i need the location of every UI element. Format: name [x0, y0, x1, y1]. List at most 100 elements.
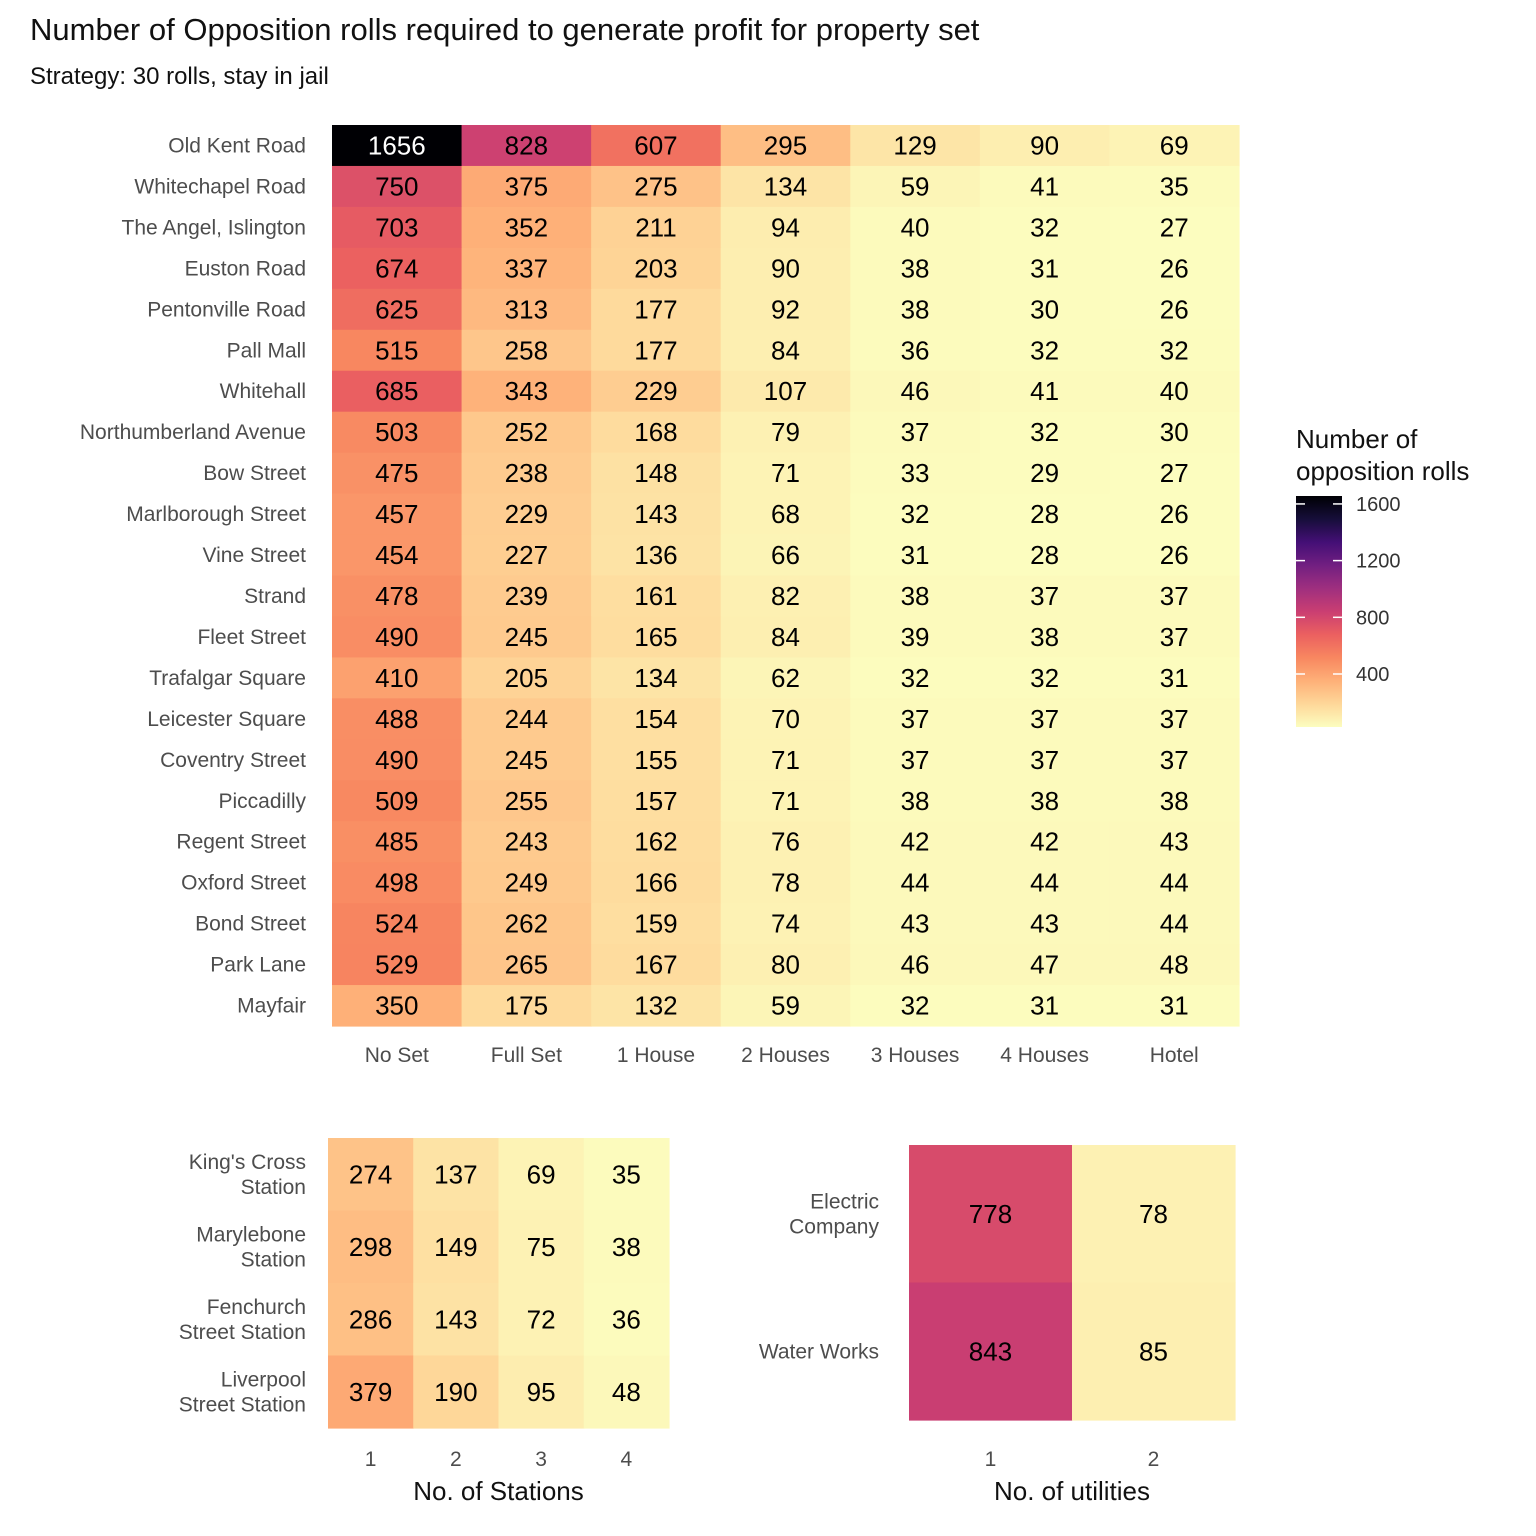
properties-cell	[850, 903, 981, 945]
properties-cell-label: 258	[505, 335, 548, 365]
properties-cell	[591, 125, 722, 167]
properties-cell-label: 26	[1160, 540, 1189, 570]
properties-cell-label: 31	[1160, 991, 1189, 1021]
properties-cell	[591, 903, 722, 945]
properties-col-label-no-set: No Set	[365, 1044, 429, 1067]
utilities-cell	[909, 1282, 1073, 1421]
properties-cell	[461, 575, 592, 618]
chart-subtitle: Strategy: 30 rolls, stay in jail	[30, 63, 329, 90]
properties-cell	[979, 903, 1111, 945]
stations-cell	[583, 1355, 670, 1429]
stations-col-label-3: 3	[535, 1448, 547, 1471]
utilities-row-label-electric-company: Company	[789, 1215, 879, 1238]
properties-cell-label: 703	[375, 212, 418, 242]
properties-cell-label: 177	[634, 335, 677, 365]
properties-cell-label: 352	[505, 212, 548, 242]
properties-cell	[591, 534, 722, 577]
properties-cell-label: 31	[1160, 663, 1189, 693]
stations-row-label-marylebone-station: Marylebone	[196, 1223, 306, 1246]
properties-cell-label: 255	[505, 786, 548, 816]
utilities-cell-label: 78	[1139, 1199, 1168, 1229]
properties-cell-label: 68	[771, 499, 800, 529]
properties-cell	[591, 739, 722, 781]
properties-cell	[461, 657, 592, 699]
stations-cell	[498, 1355, 585, 1429]
properties-cell	[979, 452, 1111, 495]
properties-cell-label: 29	[1030, 458, 1059, 488]
properties-cell	[720, 698, 851, 740]
legend-colorbar	[1296, 496, 1342, 727]
properties-cell	[461, 370, 592, 413]
properties-row-label-bow-street: Bow Street	[203, 462, 306, 485]
chart-title: Number of Opposition rolls required to g…	[30, 12, 980, 47]
properties-cell-label: 167	[634, 950, 677, 980]
properties-cell-label: 36	[901, 335, 930, 365]
properties-cell-label: 94	[771, 212, 800, 242]
stations-row-label-king-s-cross-station: Station	[241, 1176, 306, 1199]
stations-cell-label: 298	[349, 1232, 392, 1262]
properties-cell-label: 44	[901, 868, 930, 898]
properties-cell-label: 69	[1160, 130, 1189, 160]
properties-cell	[461, 411, 592, 454]
properties-cell-label: 26	[1160, 499, 1189, 529]
stations-cell	[498, 1210, 585, 1284]
properties-cell	[332, 657, 463, 699]
properties-cell	[332, 616, 463, 658]
properties-cell	[461, 698, 592, 740]
properties-cell-label: 28	[1030, 540, 1059, 570]
properties-cell	[850, 739, 981, 781]
properties-cell	[850, 329, 981, 372]
properties-row-label-mayfair: Mayfair	[237, 995, 306, 1018]
properties-cell-label: 454	[375, 540, 418, 570]
properties-cell	[720, 616, 851, 658]
properties-cell	[720, 821, 851, 863]
properties-cell	[850, 206, 981, 249]
properties-cell-label: 313	[505, 294, 548, 324]
properties-col-label-full-set: Full Set	[491, 1044, 562, 1067]
properties-cell-label: 245	[505, 745, 548, 775]
properties-cell-label: 205	[505, 663, 548, 693]
stations-cell-label: 38	[612, 1232, 641, 1262]
properties-cell	[332, 370, 463, 413]
properties-cell-label: 37	[901, 704, 930, 734]
properties-cell	[720, 780, 851, 822]
properties-cell-label: 265	[505, 950, 548, 980]
properties-cell	[1109, 493, 1240, 536]
stations-cell-label: 48	[612, 1377, 641, 1407]
properties-cell	[461, 780, 592, 822]
properties-cell-label: 252	[505, 417, 548, 447]
properties-cell	[461, 165, 592, 208]
properties-cell-label: 475	[375, 458, 418, 488]
properties-cell-label: 143	[634, 499, 677, 529]
properties-cell	[1109, 575, 1240, 618]
properties-cell	[461, 739, 592, 781]
properties-cell-label: 35	[1160, 171, 1189, 201]
properties-row-label-leicester-square: Leicester Square	[147, 708, 306, 731]
properties-cell	[979, 125, 1111, 167]
stations-row-label-fenchurch-street-station: Street Station	[179, 1321, 306, 1344]
properties-cell	[461, 616, 592, 658]
properties-cell-label: 42	[1030, 827, 1059, 857]
stations-cell	[328, 1283, 414, 1357]
properties-cell	[461, 821, 592, 863]
properties-cell	[720, 165, 851, 208]
stations-col-label-1: 1	[365, 1448, 377, 1471]
properties-cell	[591, 616, 722, 658]
properties-cell-label: 337	[505, 253, 548, 283]
properties-cell	[1109, 944, 1240, 986]
properties-cell-label: 175	[505, 991, 548, 1021]
properties-cell-label: 129	[893, 130, 936, 160]
properties-cell-label: 66	[771, 540, 800, 570]
stations-cell-label: 143	[434, 1304, 477, 1334]
properties-cell-label: 211	[635, 212, 676, 242]
properties-cell	[1109, 903, 1240, 945]
utilities-cell-label: 843	[969, 1336, 1012, 1366]
stations-row-label-marylebone-station: Station	[241, 1248, 306, 1271]
properties-cell-label: 38	[1160, 786, 1189, 816]
properties-row-label-coventry-street: Coventry Street	[160, 749, 306, 772]
properties-cell	[850, 452, 981, 495]
properties-cell	[1109, 452, 1240, 495]
stations-cell	[413, 1210, 500, 1284]
properties-cell	[332, 206, 463, 249]
